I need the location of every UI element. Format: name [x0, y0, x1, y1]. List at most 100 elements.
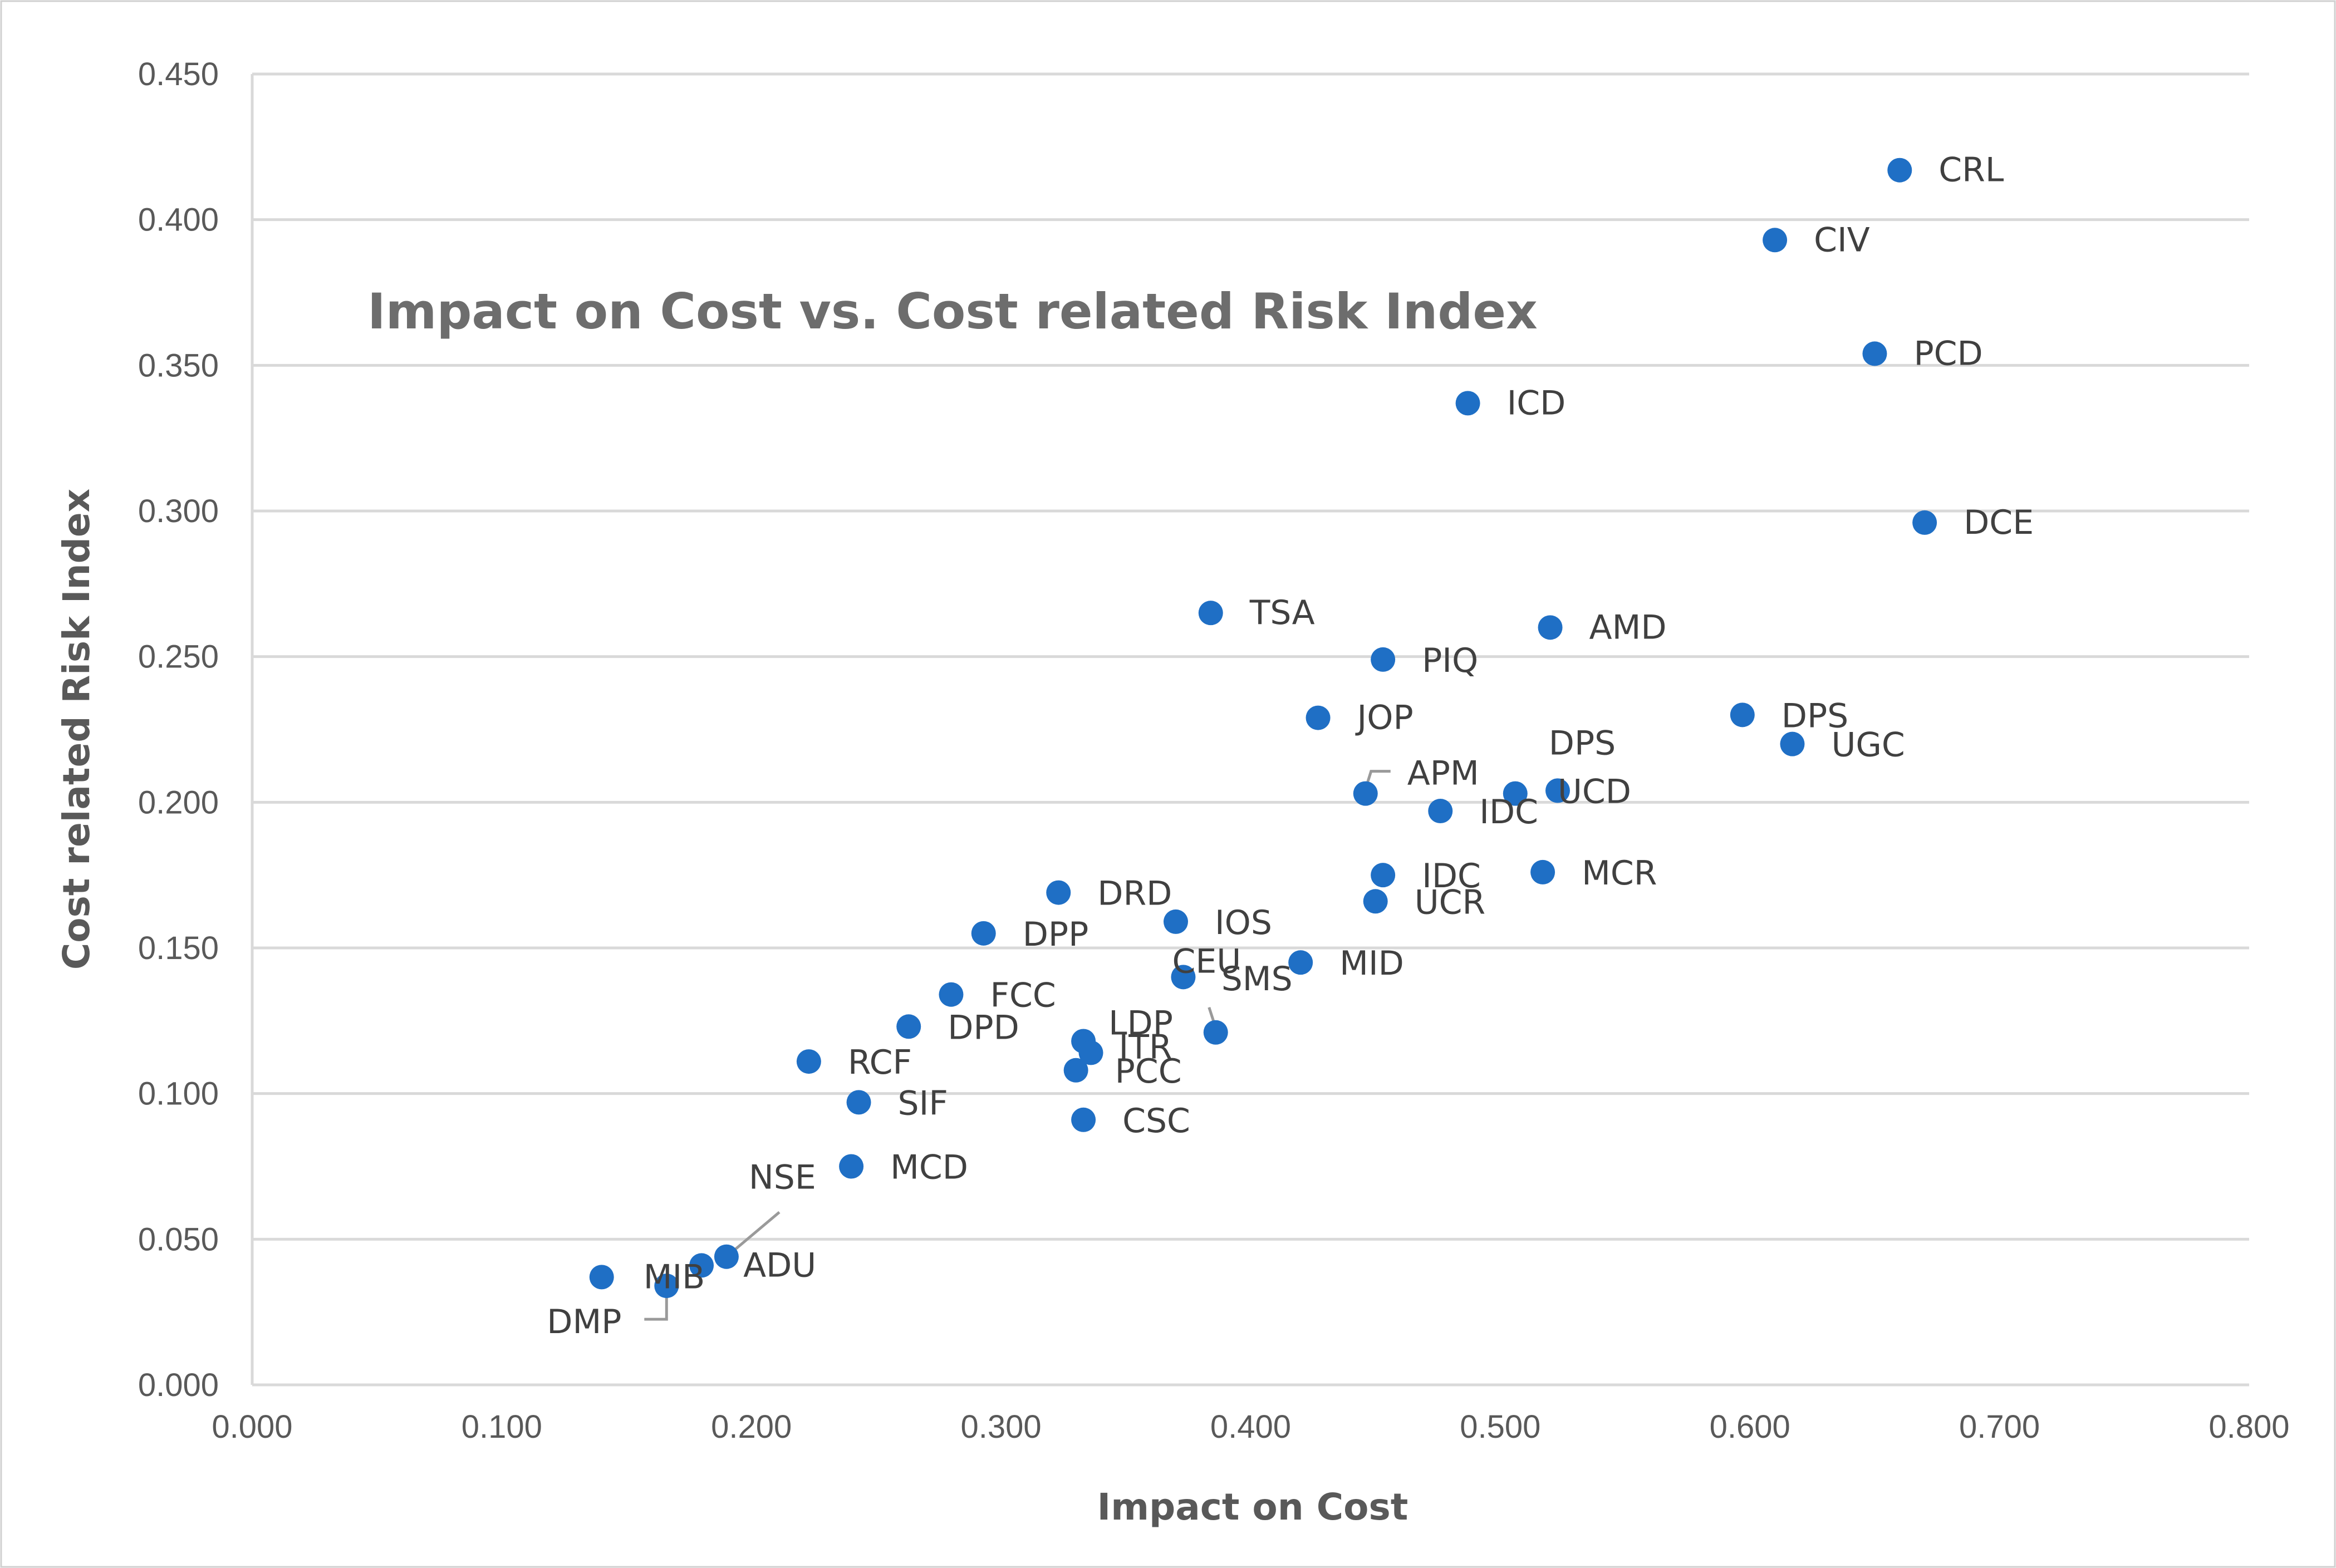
- data-label-mib: MIB: [644, 1257, 705, 1296]
- data-point-amd: [1538, 615, 1563, 640]
- data-label-dps: DPS: [1549, 724, 1616, 763]
- y-tick-label: 0.000: [138, 1367, 219, 1403]
- data-points: [589, 158, 1937, 1299]
- data-label-mcr: MCR: [1582, 854, 1657, 893]
- data-label-sms: SMS: [1221, 960, 1293, 999]
- data-label-csc: CSC: [1122, 1102, 1190, 1141]
- tick-labels: 0.000 0.050 0.100 0.150 0.200 0.250 0.300 0.350…: [138, 56, 2290, 1445]
- y-tick-label: 0.450: [138, 56, 219, 92]
- x-axis-title: Impact on Cost: [1097, 1486, 1409, 1528]
- data-point-dps: [1730, 702, 1755, 728]
- data-point-nse: [714, 1244, 739, 1269]
- x-tick-label: 0.400: [1210, 1409, 1291, 1445]
- data-label-dpp: DPP: [1023, 915, 1089, 954]
- data-point-ios: [1163, 909, 1188, 934]
- x-tick-label: 0.500: [1460, 1409, 1540, 1445]
- leader-line-dmp: [644, 1290, 668, 1321]
- data-label-pcc: PCC: [1115, 1052, 1182, 1091]
- y-tick-label: 0.250: [138, 639, 219, 675]
- data-label-tsa: TSA: [1249, 593, 1315, 632]
- y-tick-label: 0.150: [138, 930, 219, 966]
- data-label-civ: CIV: [1814, 220, 1870, 259]
- data-point-dpd: [896, 1014, 921, 1039]
- x-tick-label: 0.700: [1959, 1409, 2040, 1445]
- data-label-ios: IOS: [1215, 903, 1272, 942]
- data-point-piq: [1371, 647, 1396, 672]
- data-point-csc: [1071, 1107, 1096, 1132]
- y-tick-label: 0.350: [138, 347, 219, 384]
- data-point-mcd: [839, 1154, 864, 1179]
- data-label-mcd: MCD: [890, 1148, 968, 1187]
- data-label-dpd: DPD: [948, 1008, 1019, 1047]
- data-point-ucr: [1363, 889, 1388, 914]
- data-point-mib: [589, 1265, 614, 1290]
- y-tick-label: 0.100: [138, 1076, 219, 1112]
- data-label-pcd: PCD: [1913, 334, 1982, 373]
- data-point-ucd: [1545, 778, 1571, 803]
- x-tick-label: 0.200: [711, 1409, 792, 1445]
- y-tick-label: 0.400: [138, 202, 219, 238]
- data-label-itr: ITR: [1119, 1028, 1172, 1066]
- data-label-drd: DRD: [1097, 874, 1172, 913]
- data-point-civ: [1763, 228, 1788, 253]
- data-point-idc: [1428, 799, 1453, 824]
- data-label-dmp: DMP: [547, 1302, 621, 1341]
- data-label-piq: PIQ: [1422, 641, 1478, 680]
- data-point-pcd: [1862, 341, 1887, 366]
- data-label-ldp: LDP: [1108, 1004, 1173, 1043]
- data-label-ugc: UGC: [1831, 726, 1905, 765]
- data-label-idc: IDC: [1422, 857, 1481, 896]
- data-point-ugc: [1780, 731, 1805, 756]
- data-point-itr: [1078, 1040, 1103, 1065]
- data-point-mid: [1288, 950, 1313, 975]
- data-point-dps: [1503, 781, 1528, 806]
- data-point-dce: [1912, 510, 1937, 535]
- x-tick-label: 0.300: [961, 1409, 1042, 1445]
- data-label-ceu: CEU: [1172, 942, 1241, 981]
- x-tick-label: 0.800: [2209, 1409, 2289, 1445]
- data-point-fcc: [939, 982, 964, 1007]
- data-label-fcc: FCC: [990, 976, 1056, 1015]
- data-label-apm: APM: [1407, 754, 1479, 793]
- data-point-ceu: [1171, 965, 1196, 990]
- data-label-icd: ICD: [1507, 384, 1566, 422]
- data-point-mcr: [1530, 859, 1555, 884]
- gridlines: [251, 72, 2249, 1387]
- data-label-nse: NSE: [749, 1158, 816, 1197]
- data-point-jop: [1306, 705, 1331, 730]
- y-tick-label: 0.300: [138, 493, 219, 529]
- y-tick-label: 0.050: [138, 1221, 219, 1257]
- x-tick-label: 0.600: [1710, 1409, 1790, 1445]
- data-point-tsa: [1198, 601, 1223, 626]
- data-point-sms: [1203, 1020, 1228, 1045]
- data-label-jop: JOP: [1355, 699, 1414, 738]
- data-label-idc: IDC: [1479, 793, 1538, 832]
- data-label-adu: ADU: [743, 1246, 816, 1285]
- data-label-dps: DPS: [1782, 696, 1848, 735]
- data-label-amd: AMD: [1589, 608, 1667, 647]
- data-point-idc: [1371, 863, 1396, 888]
- y-axis-title: Cost related Risk Index: [55, 489, 98, 970]
- data-point-pcc: [1063, 1058, 1088, 1083]
- x-tick-label: 0.000: [212, 1409, 292, 1445]
- data-point-sif: [846, 1090, 871, 1115]
- data-label-dce: DCE: [1964, 503, 2034, 542]
- data-point-rcf: [796, 1049, 821, 1074]
- y-tick-label: 0.200: [138, 784, 219, 820]
- data-label-ucr: UCR: [1415, 883, 1486, 922]
- data-label-ucd: UCD: [1558, 772, 1631, 811]
- x-tick-label: 0.100: [462, 1409, 542, 1445]
- data-point-apm: [1353, 781, 1378, 806]
- data-label-rcf: RCF: [848, 1043, 912, 1082]
- data-point-crl: [1887, 158, 1912, 183]
- data-label-crl: CRL: [1939, 151, 2004, 190]
- data-label-sif: SIF: [898, 1084, 948, 1123]
- data-point-drd: [1046, 880, 1071, 905]
- data-point-dpp: [971, 921, 996, 946]
- data-point-adu: [689, 1253, 714, 1278]
- chart-title: Impact on Cost vs. Cost related Risk Ind…: [367, 283, 1538, 340]
